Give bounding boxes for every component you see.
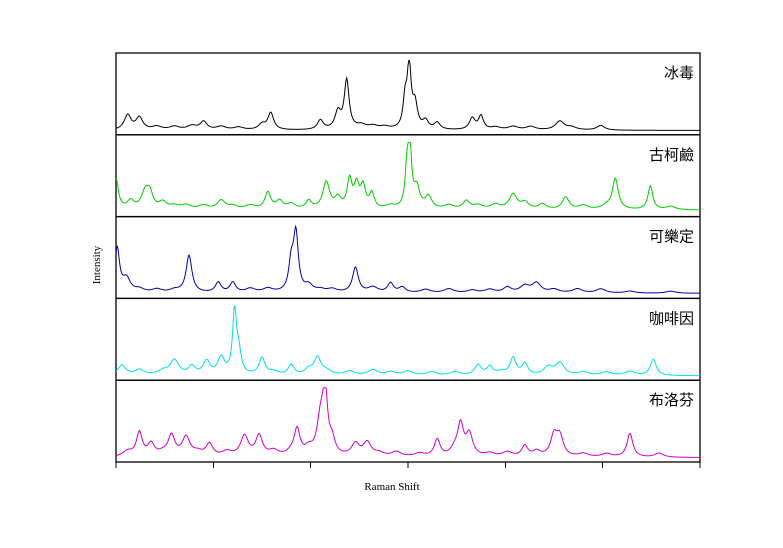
spectrum-panel-3: 可樂定 (115, 215, 701, 300)
panel-label: 布洛芬 (649, 391, 694, 409)
spectrum-line (115, 305, 700, 377)
panel-frame (115, 379, 701, 463)
spectrum-line (115, 60, 701, 131)
panel-label: 可樂定 (649, 228, 694, 246)
panel-label: 冰毒 (664, 64, 694, 82)
spectrum-line (115, 141, 701, 211)
y-axis-title: Intensity (91, 245, 103, 284)
spectrum-panel-1: 冰毒 (115, 52, 701, 136)
spectrum-panel-2: 古柯鹼 (115, 134, 701, 218)
spectrum-panel-4: 咖啡因 (115, 297, 701, 381)
x-axis-title: Raman Shift (364, 481, 419, 493)
panel-label: 古柯鹼 (649, 146, 694, 164)
spectrum-panel-5: 布洛芬 (115, 379, 701, 463)
spectrum-line (115, 224, 701, 294)
x-axis (115, 462, 701, 468)
panel-label: 咖啡因 (649, 309, 694, 327)
panel-frame (115, 215, 701, 300)
spectrum-line (115, 387, 701, 458)
panel-frame (115, 297, 701, 381)
